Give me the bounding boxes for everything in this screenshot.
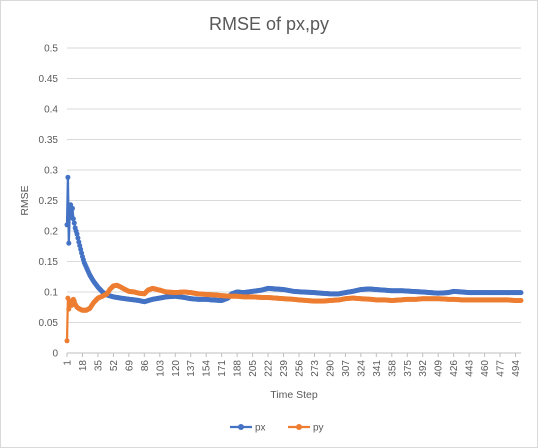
series-py	[64, 282, 524, 344]
x-tick-label: 477	[496, 360, 507, 377]
x-tick-label: 137	[186, 360, 197, 377]
data-point-px	[71, 220, 77, 226]
y-tick-label: 0.15	[39, 257, 59, 268]
data-point-py	[518, 298, 524, 304]
x-tick-label: 1	[63, 360, 74, 366]
y-axis-title: RMSE	[19, 185, 31, 215]
data-point-px	[64, 222, 70, 228]
legend: px py	[230, 423, 324, 434]
x-tick-label: 69	[124, 360, 135, 372]
data-point-px	[74, 231, 80, 237]
x-tick-label: 18	[78, 360, 89, 372]
data-point-px	[69, 205, 75, 211]
x-tick-label: 273	[310, 360, 321, 377]
x-tick-label: 120	[171, 360, 182, 377]
data-point-px	[66, 240, 72, 246]
y-axis-ticks: 0 0.05 0.1 0.15 0.2 0.25 0.3 0.35 0.4 0.45 0.5	[39, 44, 59, 360]
data-point-py	[64, 338, 70, 344]
y-tick-label: 0.2	[44, 227, 58, 238]
x-tick-label: 426	[449, 360, 460, 377]
x-tick-label: 341	[372, 360, 383, 377]
x-tick-label: 307	[341, 360, 352, 377]
data-point-px	[518, 290, 524, 296]
legend-swatch-marker	[296, 424, 302, 430]
x-tick-label: 86	[140, 360, 151, 372]
x-tick-label: 239	[279, 360, 290, 377]
y-tick-label: 0.05	[39, 318, 59, 329]
y-tick-label: 0.4	[44, 105, 58, 116]
x-tick-label: 392	[418, 360, 429, 377]
data-point-py	[66, 306, 72, 312]
x-tick-label: 35	[93, 360, 104, 372]
x-tick-label: 171	[217, 360, 228, 377]
x-tick-label: 103	[155, 360, 166, 377]
legend-label-px: px	[255, 423, 266, 434]
x-tick-label: 358	[387, 360, 398, 377]
legend-swatch-marker	[238, 424, 244, 430]
x-tick-label: 222	[264, 360, 275, 377]
data-point-px	[75, 235, 81, 241]
legend-item-py: py	[288, 423, 324, 434]
y-tick-label: 0.25	[39, 196, 59, 207]
chart-title: RMSE of px,py	[209, 14, 329, 34]
x-tick-label: 290	[325, 360, 336, 377]
data-point-px	[70, 216, 76, 222]
data-point-px	[65, 174, 71, 180]
x-tick-label: 154	[202, 360, 213, 377]
x-tick-label: 188	[233, 360, 244, 377]
y-tick-label: 0.1	[44, 288, 58, 299]
x-tick-label: 409	[434, 360, 445, 377]
y-tick-label: 0.45	[39, 74, 59, 85]
legend-label-py: py	[313, 423, 324, 434]
y-tick-label: 0	[52, 349, 58, 360]
x-tick-label: 324	[356, 360, 367, 377]
x-tick-label: 375	[403, 360, 414, 377]
x-axis-ticks: 1 18 35 52 69 86 103 120 137 154 171 188 205 222 239 25…	[63, 353, 522, 377]
legend-item-px: px	[230, 423, 266, 434]
x-tick-label: 443	[465, 360, 476, 377]
x-tick-label: 256	[295, 360, 306, 377]
x-tick-label: 494	[511, 360, 522, 377]
y-tick-label: 0.5	[44, 44, 58, 55]
series-group	[64, 174, 524, 344]
y-tick-label: 0.3	[44, 166, 58, 177]
series-px	[64, 174, 524, 305]
data-point-px	[67, 210, 73, 216]
x-tick-label: 52	[109, 360, 120, 372]
gridlines	[67, 47, 521, 354]
y-tick-label: 0.35	[39, 135, 59, 146]
x-tick-label: 460	[480, 360, 491, 377]
x-tick-label: 205	[248, 360, 259, 377]
series-line-px	[65, 176, 522, 303]
x-axis-title: Time Step	[270, 389, 318, 401]
